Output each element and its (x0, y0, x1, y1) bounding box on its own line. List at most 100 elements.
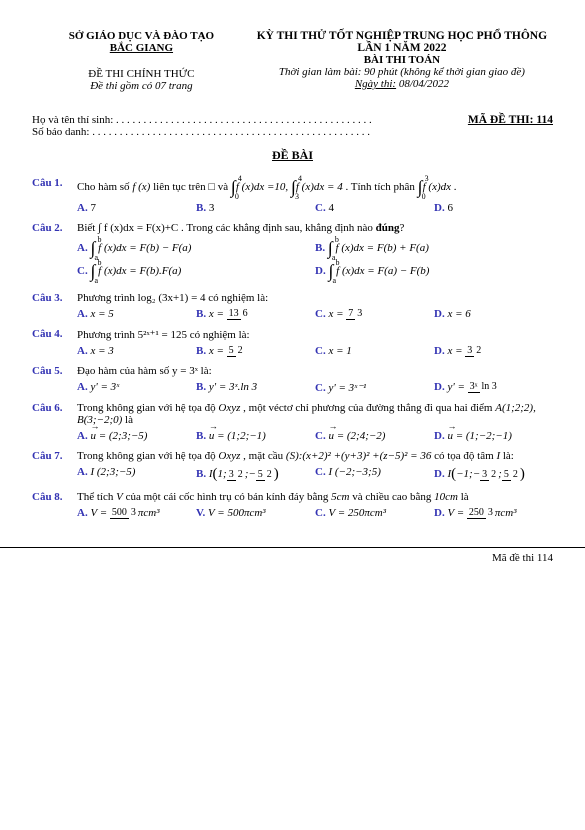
q7-C: C. I (−2;−3;5) (315, 466, 434, 483)
q6-C: C. u = (2;4;−2) (315, 430, 434, 442)
int-icon: ∫ba (328, 261, 333, 282)
q1-B: B. 3 (196, 202, 315, 214)
q8-number: Câu 8. (32, 491, 77, 503)
q4-D: D. x = 32 (434, 345, 553, 357)
q1-C: C. 4 (315, 202, 434, 214)
q6-D: D. u = (1;−2;−1) (434, 430, 553, 442)
q3-B: B. x = 136 (196, 308, 315, 320)
q7-B: B. I(1;32;−52) (196, 466, 315, 483)
footer-divider (0, 547, 585, 548)
q6-body: Trong không gian với hệ tọa độ Oxyz , mộ… (77, 402, 553, 426)
q8-D: D. V = 2503πcm³ (434, 507, 553, 519)
int-icon: ∫ba (328, 238, 333, 259)
exam-title: KỲ THI THỬ TỐT NGHIỆP TRUNG HỌC PHỔ THÔN… (251, 30, 553, 42)
q6-A: A. u = (2;3;−5) (77, 430, 196, 442)
q1-D: D. 6 (434, 202, 553, 214)
q7-A: A. I (2;3;−5) (77, 466, 196, 483)
q2-C: C. ∫ba f (x)dx = F(b).F(a) (77, 261, 315, 282)
q3-number: Câu 3. (32, 292, 77, 304)
subject: BÀI THI TOÁN (251, 54, 553, 66)
candidate-left: Họ và tên thí sinh: . . . . . . . . . . … (32, 114, 372, 138)
int-icon: ∫30 (418, 177, 423, 198)
official-label: ĐỀ THI CHÍNH THỨC (32, 68, 251, 80)
q8-A: A. V = 5003πcm³ (77, 507, 196, 519)
q1-t4: . Tính tích phân (343, 181, 418, 193)
q1-t3: và (215, 181, 231, 193)
org-line: SỞ GIÁO DỤC VÀ ĐÀO TẠO (32, 30, 251, 42)
date-line: Ngày thi: 08/04/2022 (251, 78, 553, 90)
int-icon: ∫43 (291, 177, 296, 198)
candidate-sbd: Số báo danh: . . . . . . . . . . . . . .… (32, 126, 372, 138)
q2-body: Biết ∫ f (x)dx = F(x)+C . Trong các khẳn… (77, 222, 553, 234)
q5-B: B. y' = 3ˣ.ln 3 (196, 381, 315, 394)
q7-number: Câu 7. (32, 450, 77, 462)
question-8: Câu 8. Thể tích V của một cái cốc hình t… (32, 491, 553, 519)
header: SỞ GIÁO DỤC VÀ ĐÀO TẠO BẮC GIANG ĐỀ THI … (32, 30, 553, 92)
de-bai-heading: ĐỀ BÀI (32, 148, 553, 163)
q3-C: C. x = 73 (315, 308, 434, 320)
question-3: Câu 3. Phương trình log₂ (3x+1) = 4 có n… (32, 292, 553, 320)
q5-A: A. y' = 3ˣ (77, 381, 196, 394)
q4-A: A. x = 3 (77, 345, 196, 357)
q1-t1: Cho hàm số (77, 181, 132, 193)
exam-code: MÃ ĐỀ THI: 114 (468, 114, 553, 126)
footer-code: Mã đề thi 114 (0, 552, 585, 564)
province: BẮC GIANG (32, 42, 251, 54)
q2-bold: đúng (376, 222, 400, 234)
q8-C: C. V = 250πcm³ (315, 507, 434, 519)
q1-number: Câu 1. (32, 177, 77, 189)
vector-icon: u (90, 430, 96, 442)
header-right: KỲ THI THỬ TỐT NGHIỆP TRUNG HỌC PHỔ THÔN… (251, 30, 553, 92)
q6-options: A. u = (2;3;−5) B. u = (1;2;−1) C. u = (… (32, 430, 553, 442)
exam-round: LẦN 1 NĂM 2022 (251, 42, 553, 54)
q4-body: Phương trình 5²ˣ⁺¹ = 125 có nghiệm là: (77, 328, 553, 341)
q6-B: B. u = (1;2;−1) (196, 430, 315, 442)
q1-eq2: f (x)dx = 4 (296, 181, 343, 193)
q2-B: B. ∫ba f (x)dx = F(b) + F(a) (315, 238, 553, 259)
q4-options: A. x = 3 B. x = 52 C. x = 1 D. x = 32 (32, 345, 553, 357)
date-value: 08/04/2022 (396, 78, 449, 90)
q3-body: Phương trình log₂ (3x+1) = 4 có nghiệm l… (77, 292, 553, 304)
code-value: 114 (534, 114, 554, 126)
int-icon: ∫ba (90, 238, 95, 259)
int-icon: ∫ba (90, 261, 95, 282)
q7-D: D. I(−1;−32;52) (434, 466, 553, 483)
vector-icon: u (209, 430, 215, 442)
q1-eq1: f (x)dx =10, (236, 181, 288, 193)
q2-A: A. ∫ba f (x)dx = F(b) − F(a) (77, 238, 315, 259)
q1-body: Cho hàm số f (x) liên tục trên □ và ∫40f… (77, 177, 553, 198)
pages-note: Đề thi gồm có 07 trang (32, 80, 251, 92)
question-5: Câu 5. Đạo hàm của hàm số y = 3ˣ là: A. … (32, 365, 553, 394)
q4-number: Câu 4. (32, 328, 77, 340)
q2-number: Câu 2. (32, 222, 77, 234)
q5-D: D. y' = 3ˣln 3 (434, 381, 553, 394)
int-icon: ∫40 (231, 177, 236, 198)
q5-C: C. y' = 3ˣ⁻¹ (315, 381, 434, 394)
q7-options: A. I (2;3;−5) B. I(1;32;−52) C. I (−2;−3… (32, 466, 553, 483)
q3-D: D. x = 6 (434, 308, 553, 320)
q6-number: Câu 6. (32, 402, 77, 414)
q8-options: A. V = 5003πcm³ V. V = 500πcm³ C. V = 25… (32, 507, 553, 519)
q5-body: Đạo hàm của hàm số y = 3ˣ là: (77, 365, 553, 377)
q8-B: V. V = 500πcm³ (196, 507, 315, 519)
q8-body: Thể tích V của một cái cốc hình trụ có b… (77, 491, 553, 503)
question-4: Câu 4. Phương trình 5²ˣ⁺¹ = 125 có nghiệ… (32, 328, 553, 357)
vector-icon: u (447, 430, 453, 442)
q2-text: Biết ∫ f (x)dx = F(x)+C . Trong các khẳn… (77, 222, 376, 234)
date-label: Ngày thi: (355, 78, 396, 90)
q4-B: B. x = 52 (196, 345, 315, 357)
q4-C: C. x = 1 (315, 345, 434, 357)
header-left: SỞ GIÁO DỤC VÀ ĐÀO TẠO BẮC GIANG ĐỀ THI … (32, 30, 251, 92)
timing: Thời gian làm bài: 90 phút (không kể thờ… (251, 66, 553, 78)
candidate-info: Họ và tên thí sinh: . . . . . . . . . . … (32, 114, 553, 138)
question-2: Câu 2. Biết ∫ f (x)dx = F(x)+C . Trong c… (32, 222, 553, 284)
vector-icon: u (328, 430, 334, 442)
q1-A: A. 7 (77, 202, 196, 214)
candidate-name: Họ và tên thí sinh: . . . . . . . . . . … (32, 114, 372, 126)
q3-options: A. x = 5 B. x = 136 C. x = 73 D. x = 6 (32, 308, 553, 320)
q3-A: A. x = 5 (77, 308, 196, 320)
q7-body: Trong không gian với hệ tọa độ Oxyz , mặ… (77, 450, 553, 462)
q1-options: A. 7 B. 3 C. 4 D. 6 (32, 202, 553, 214)
q1-t2: liên tục trên (150, 181, 208, 193)
question-7: Câu 7. Trong không gian với hệ tọa độ Ox… (32, 450, 553, 483)
